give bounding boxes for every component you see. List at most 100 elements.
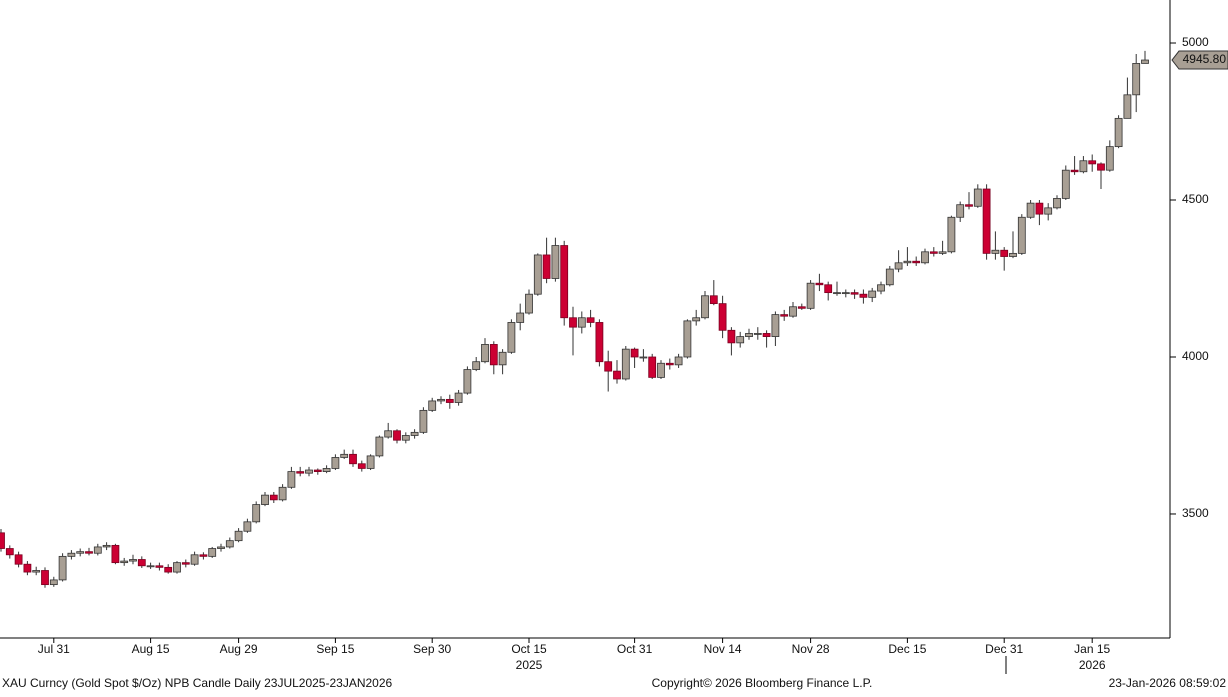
- candle-body: [701, 295, 709, 319]
- candle-body: [1009, 252, 1017, 257]
- x-tick-label: Aug 15: [132, 642, 170, 656]
- candle-body: [824, 284, 833, 294]
- candle-body: [727, 329, 736, 344]
- candle-body: [577, 317, 586, 328]
- x-tick-label: Jan 15: [1074, 642, 1110, 656]
- candle-body: [85, 551, 93, 554]
- candle-body: [331, 457, 340, 469]
- x-tick-label: Dec 31: [985, 642, 1023, 656]
- candle-body: [533, 254, 542, 295]
- candle-body: [76, 551, 85, 554]
- candle-body: [278, 486, 287, 501]
- candle-body: [586, 317, 595, 323]
- x-tick-label: Dec 15: [888, 642, 926, 656]
- x-tick-label: Aug 29: [220, 642, 258, 656]
- candle-body: [1088, 160, 1097, 165]
- candle-body: [375, 436, 384, 457]
- candle-body: [709, 295, 718, 305]
- candle-body: [604, 361, 613, 372]
- candle-body: [428, 400, 437, 411]
- candle-body: [841, 292, 850, 295]
- candle-body: [313, 469, 322, 472]
- x-year-label: 2025: [516, 658, 543, 672]
- x-tick-label: Jul 31: [38, 642, 70, 656]
- candle-body: [674, 356, 683, 366]
- candle-body: [745, 333, 753, 337]
- candle-body: [155, 565, 164, 568]
- candle-body: [305, 469, 313, 474]
- candle-body: [859, 293, 868, 298]
- candle-body: [560, 245, 569, 319]
- candle-body: [903, 260, 912, 264]
- candle-body: [243, 521, 252, 532]
- x-tick-label: Sep 15: [316, 642, 354, 656]
- candle-body: [1097, 163, 1105, 171]
- candle-body: [199, 554, 208, 557]
- candle-body: [287, 471, 296, 488]
- candle-body: [753, 333, 762, 335]
- candle-body: [0, 532, 5, 549]
- candle-body: [692, 317, 701, 322]
- last-price-label: 4945.80: [1183, 52, 1227, 66]
- candle-body: [23, 563, 32, 573]
- candle-body: [613, 370, 621, 380]
- candle-body: [454, 392, 463, 403]
- candle-body: [1114, 117, 1123, 148]
- candle-body: [525, 293, 533, 314]
- candle-body: [261, 494, 269, 505]
- candle-body: [384, 430, 393, 438]
- candle-body: [437, 398, 445, 402]
- candle-body: [137, 559, 146, 567]
- y-tick-label: 4500: [1182, 192, 1209, 206]
- candle-body: [797, 306, 806, 309]
- candle-body: [481, 344, 489, 363]
- candle-body: [806, 282, 815, 309]
- candle-body: [736, 336, 745, 344]
- candle-body: [850, 292, 859, 295]
- candle-body: [877, 284, 885, 292]
- candle-body: [718, 303, 727, 331]
- candle-body: [1026, 202, 1035, 218]
- candle-body: [516, 312, 525, 323]
- x-tick-label: Nov 14: [704, 642, 742, 656]
- candle-body: [1061, 169, 1070, 199]
- candle-body: [498, 351, 507, 366]
- candle-body: [894, 262, 903, 270]
- candle-body: [991, 249, 1000, 254]
- candle-body: [1035, 202, 1044, 215]
- candle-body: [146, 565, 155, 568]
- candle-body: [1132, 63, 1141, 96]
- candle-body: [762, 333, 771, 337]
- candle-body: [657, 362, 665, 378]
- candle-body: [639, 356, 648, 359]
- caption: XAU Curncy (Gold Spot $/Oz) NPB Candle D…: [2, 676, 393, 690]
- candle-body: [102, 544, 111, 548]
- candle-body: [621, 348, 630, 380]
- candle-body: [49, 579, 58, 586]
- candle-body: [463, 369, 472, 394]
- candle-body: [190, 554, 199, 565]
- copyright: Copyright© 2026 Bloomberg Finance L.P.: [652, 676, 873, 690]
- candle-body: [445, 398, 454, 403]
- candle-body: [32, 570, 41, 573]
- x-tick-label: Oct 15: [511, 642, 547, 656]
- x-tick-label: Nov 28: [792, 642, 830, 656]
- candle-body: [683, 320, 692, 358]
- candle-body: [868, 290, 877, 298]
- timestamp: 23-Jan-2026 08:59:02: [1109, 676, 1227, 690]
- candle-body: [1070, 169, 1079, 173]
- candle-body: [322, 468, 331, 472]
- candle-body: [551, 245, 560, 279]
- candle-body: [401, 435, 410, 441]
- candle-body: [14, 554, 23, 565]
- candle-body: [120, 560, 129, 564]
- candle-body: [982, 188, 991, 254]
- candle-body: [489, 344, 498, 366]
- candle-body: [1123, 94, 1132, 119]
- candle-body: [181, 562, 190, 565]
- candle-body: [1044, 207, 1053, 215]
- candle-body: [1053, 198, 1061, 209]
- candle-body: [912, 260, 921, 264]
- x-tick-label: Sep 30: [413, 642, 451, 656]
